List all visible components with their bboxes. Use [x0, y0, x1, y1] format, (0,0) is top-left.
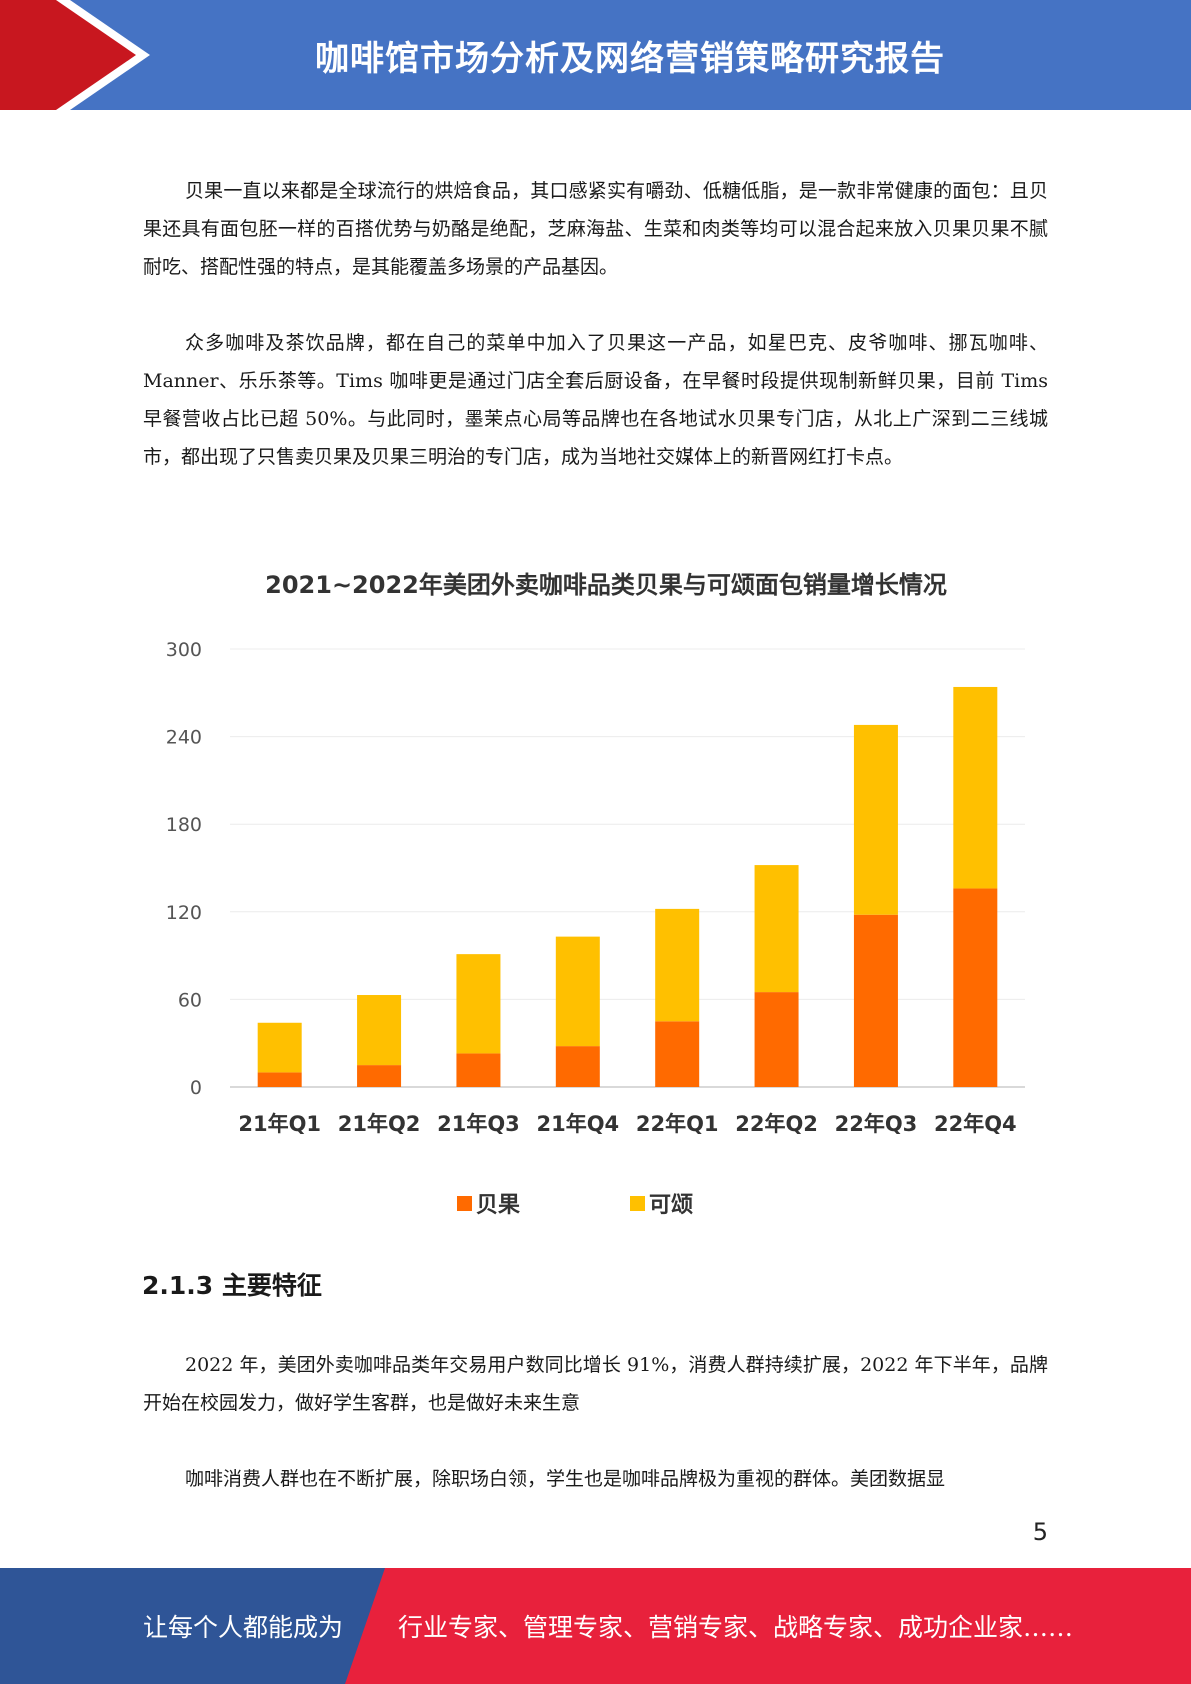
y-tick-label: 180: [166, 814, 202, 836]
y-tick-label: 0: [190, 1077, 202, 1099]
page-header: 咖啡馆市场分析及网络营销策略研究报告: [0, 0, 1191, 110]
bar-croissant-1: [257, 1022, 302, 1073]
x-category-label: 21年Q3: [437, 1112, 520, 1136]
legend-swatch-bagel: [456, 1195, 472, 1211]
paragraph-bagel-intro: 贝果一直以来都是全球流行的烘焙食品，其口感紧实有嚼劲、低糖低脂，是一款非常健康的…: [143, 180, 1048, 278]
legend-item-croissant: 可颂: [630, 1187, 693, 1219]
paragraph-user-growth: 2022 年，美团外卖咖啡品类年交易用户数同比增长 91%，消费人群持续扩展，2…: [143, 1354, 1048, 1414]
y-tick-label: 240: [166, 727, 202, 749]
y-tick-label: 120: [166, 902, 202, 924]
page-footer: 让每个人都能成为 行业专家、管理专家、营销专家、战略专家、成功企业家……: [0, 1568, 1191, 1684]
chart-title: 2021~2022年美团外卖咖啡品类贝果与可颂面包销量增长情况: [265, 571, 947, 599]
bar-bagel-4: [555, 1046, 600, 1087]
bar-croissant-6: [754, 865, 799, 993]
x-category-label: 21年Q2: [338, 1112, 421, 1136]
bar-bagel-3: [456, 1053, 501, 1087]
x-category-label: 22年Q1: [636, 1112, 719, 1136]
section-heading: 2.1.3 主要特征: [142, 1271, 322, 1300]
legend-item-bagel: 贝果: [456, 1187, 520, 1219]
page-number: 5: [1032, 1518, 1048, 1546]
bar-croissant-5: [655, 908, 700, 1022]
chart-legend: 贝果 可颂: [0, 1187, 1150, 1219]
paragraph-brands: 众多咖啡及茶饮品牌，都在自己的菜单中加入了贝果这一产品，如星巴克、皮爷咖啡、挪瓦…: [143, 332, 1048, 468]
bar-bagel-2: [357, 1065, 402, 1087]
x-category-label: 21年Q4: [536, 1112, 619, 1136]
bar-bagel-6: [754, 992, 799, 1087]
bar-croissant-7: [853, 724, 898, 915]
bar-bagel-8: [953, 888, 998, 1087]
bar-bagel-1: [257, 1072, 302, 1087]
sales-growth-chart: 2021~2022年美团外卖咖啡品类贝果与可颂面包销量增长情况 0 60 120 18…: [0, 545, 1191, 1235]
x-category-label: 22年Q3: [835, 1112, 918, 1136]
bar-croissant-8: [953, 686, 998, 889]
legend-swatch-croissant: [630, 1195, 645, 1211]
report-title: 咖啡馆市场分析及网络营销策略研究报告: [315, 38, 945, 79]
footer-slogan-left: 让每个人都能成为: [143, 1613, 344, 1642]
legend-label-croissant: 可颂: [649, 1193, 694, 1218]
bar-croissant-2: [357, 995, 402, 1066]
paragraph-consumer-groups: 咖啡消费人群也在不断扩展，除职场白领，学生也是咖啡品牌极为重视的群体。美团数据显: [185, 1468, 946, 1490]
chart-plot: 0 60 120 180 240 300 21年Q1 21年Q2 21年Q3 21年Q4 22年Q1…: [166, 639, 1025, 1136]
x-category-label: 22年Q4: [934, 1112, 1017, 1136]
header-banner: [0, 0, 1191, 110]
legend-label-bagel: 贝果: [475, 1193, 520, 1218]
x-category-label: 22年Q2: [735, 1112, 818, 1136]
bar-bagel-5: [655, 1021, 700, 1087]
bar-croissant-3: [456, 954, 501, 1054]
y-tick-label: 60: [178, 989, 202, 1011]
x-category-label: 21年Q1: [238, 1112, 321, 1136]
bar-croissant-4: [555, 936, 600, 1047]
y-tick-label: 300: [166, 639, 202, 661]
footer-banner: [0, 1568, 1191, 1684]
bar-bagel-7: [853, 914, 898, 1087]
footer-slogan-right: 行业专家、管理专家、营销专家、战略专家、成功企业家……: [398, 1613, 1074, 1642]
